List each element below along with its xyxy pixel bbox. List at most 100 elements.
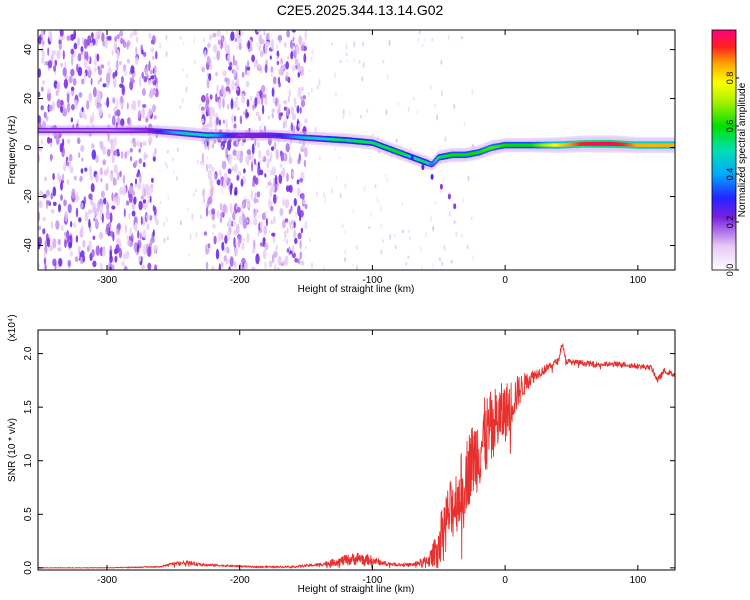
noise-speckle [285,76,288,82]
noise-speckle [251,161,254,172]
noise-speckle [58,42,62,50]
noise-speckle [114,255,118,263]
noise-speckle [60,62,63,68]
noise-speckle [257,230,260,237]
noise-speckle [99,262,103,270]
noise-speckle [223,172,228,183]
noise-speckle [293,221,296,229]
noise-speckle [366,108,369,114]
noise-speckle [136,173,139,178]
noise-speckle [148,108,153,116]
noise-speckle [219,216,223,223]
noise-speckle [181,98,184,104]
noise-speckle [440,90,443,97]
noise-speckle [296,187,301,197]
noise-speckle [299,210,304,218]
noise-speckle [80,46,84,53]
noise-speckle [208,41,211,48]
noise-speckle [370,211,372,218]
noise-speckle [142,161,146,168]
noise-speckle [43,61,47,66]
snr-axes: -300 -200 -100 0 100 0.0 0.5 1.0 1.5 2.0 [23,330,675,586]
noise-speckle [139,172,142,184]
noise-speckle [409,146,412,152]
noise-speckle [138,109,141,119]
noise-speckle [171,157,174,162]
noise-speckle [73,222,77,228]
noise-speckle [376,196,379,203]
noise-speckle [239,150,244,157]
noise-speckle [132,30,138,36]
noise-speckle [116,33,120,40]
noise-speckle [81,106,84,113]
noise-speckle [278,112,282,121]
noise-speckle [461,233,464,239]
noise-speckle [241,266,245,270]
noise-speckle [304,118,308,124]
noise-speckle [215,124,218,134]
noise-speckle [99,203,103,215]
noise-speckle [80,224,84,236]
noise-speckle [234,190,238,196]
noise-speckle [57,238,61,246]
noise-speckle [288,157,293,165]
noise-speckle [143,204,147,210]
noise-speckle [207,243,211,249]
noise-speckle [142,140,147,147]
noise-speckle [309,237,312,243]
noise-speckle [223,255,227,262]
colorbar-tick-label: 0.6 [725,120,735,133]
noise-speckle [212,231,214,236]
noise-speckle [245,80,250,88]
noise-speckle [286,172,289,182]
branch-point [439,183,443,190]
noise-speckle [466,245,469,250]
noise-speckle [164,161,167,167]
noise-speckle [186,207,189,211]
noise-speckle [252,212,255,217]
noise-speckle [92,111,95,123]
noise-speckle [361,76,364,82]
noise-speckle [359,114,362,119]
noise-speckle [277,35,283,41]
noise-speckle [176,147,179,152]
noise-speckle [240,204,243,211]
noise-speckle [166,150,169,154]
noise-speckle [331,42,334,46]
noise-speckle [298,35,303,45]
noise-speckle [52,186,57,197]
noise-speckle [136,243,140,253]
noise-speckle [233,140,237,147]
noise-speckle [153,244,157,255]
noise-speckle [67,161,70,167]
noise-speckle [295,45,300,55]
noise-speckle [91,249,95,258]
noise-speckle [213,140,216,144]
noise-speckle [434,104,437,108]
noise-speckle [137,182,142,190]
noise-speckle [90,77,93,86]
noise-speckle [109,212,113,223]
noise-speckle [139,232,142,240]
noise-speckle [40,57,45,64]
branch-point [447,193,451,200]
noise-speckle [40,47,44,53]
noise-speckle [243,195,246,201]
noise-speckle [43,257,47,266]
noise-speckle [221,160,227,170]
noise-speckle [288,108,291,115]
noise-speckle [231,114,234,123]
noise-speckle [212,32,217,38]
noise-speckle [250,266,256,270]
noise-speckle [90,183,95,193]
noise-speckle [291,170,294,177]
noise-speckle [310,86,313,94]
noise-speckle [141,71,144,79]
noise-speckle [94,97,98,107]
noise-speckle [268,198,271,209]
noise-speckle [125,200,130,206]
noise-speckle [63,162,67,172]
noise-speckle [147,199,150,204]
noise-speckle [444,247,447,252]
